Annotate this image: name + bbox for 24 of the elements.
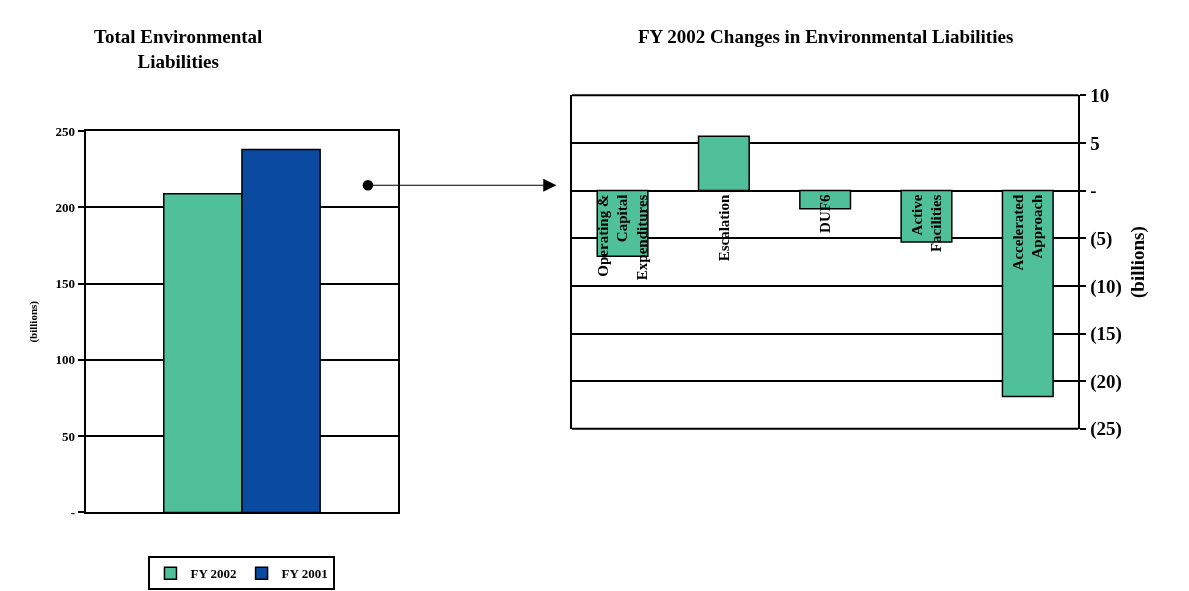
y-tick-label: 50 (62, 428, 76, 444)
x-tick-label: Operating & Capital Expenditures (594, 194, 650, 281)
x-tick-label: Accelerated Approach (1009, 193, 1046, 271)
y-axis-title: (billions) (1127, 226, 1150, 298)
y-tick-label: - (1090, 180, 1097, 202)
y-axis-title: (billions) (26, 300, 40, 343)
y-tick-label: 10 (1090, 85, 1110, 106)
y-tick-label: - (70, 504, 76, 520)
y-tick-label: (20) (1090, 370, 1122, 393)
y-tick-label: (25) (1090, 418, 1122, 441)
x-tick-label: Active Facilities (908, 194, 945, 253)
y-tick-label: 200 (55, 200, 76, 215)
y-tick-label: 100 (55, 352, 76, 368)
y-tick-label: (15) (1090, 323, 1122, 346)
legend-label: FY 2001 (281, 566, 328, 582)
y-tick-label: 5 (1090, 132, 1100, 154)
chart-title: Total Environmental Liabilities (94, 26, 263, 72)
y-tick-label: (5) (1090, 227, 1113, 250)
y-tick-label: (10) (1090, 275, 1122, 298)
legend-label: FY 2002 (190, 566, 237, 582)
x-tick-label: Escalation (715, 193, 732, 262)
y-tick-label: 150 (55, 276, 76, 292)
y-tick-label: 250 (55, 123, 76, 139)
chart-title: FY 2002 Changes in Environmental Liabilities (638, 26, 1014, 47)
